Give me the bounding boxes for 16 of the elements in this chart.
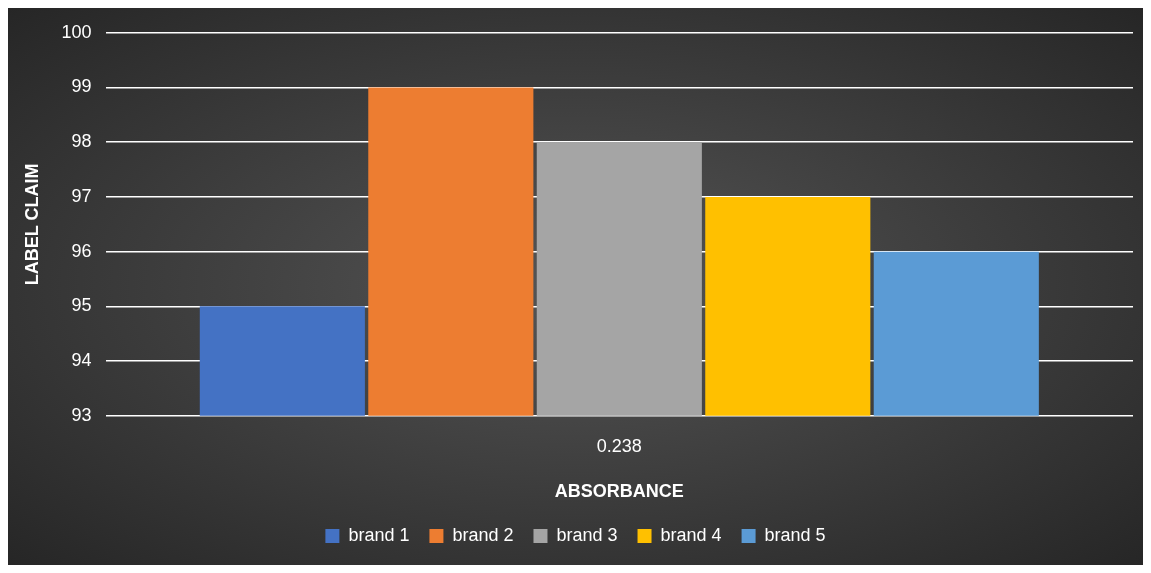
- legend-label: brand 5: [764, 524, 826, 545]
- y-tick-label: 96: [71, 240, 92, 261]
- y-tick-label: 97: [71, 185, 92, 206]
- y-tick-label: 94: [71, 350, 92, 371]
- y-tick-label: 93: [71, 404, 92, 425]
- y-axis-title: LABEL CLAIM: [21, 163, 42, 286]
- legend-label: brand 2: [452, 524, 514, 545]
- legend-label: brand 1: [348, 524, 410, 545]
- x-axis-title: ABSORBANCE: [554, 481, 684, 502]
- y-tick-label: 98: [71, 131, 92, 152]
- x-tick-label: 0.238: [596, 435, 642, 456]
- y-tick-label: 100: [61, 21, 92, 42]
- y-tick-label: 95: [71, 295, 92, 316]
- legend-label: brand 4: [660, 524, 722, 545]
- legend-label: brand 3: [556, 524, 618, 545]
- y-tick-label: 99: [71, 76, 92, 97]
